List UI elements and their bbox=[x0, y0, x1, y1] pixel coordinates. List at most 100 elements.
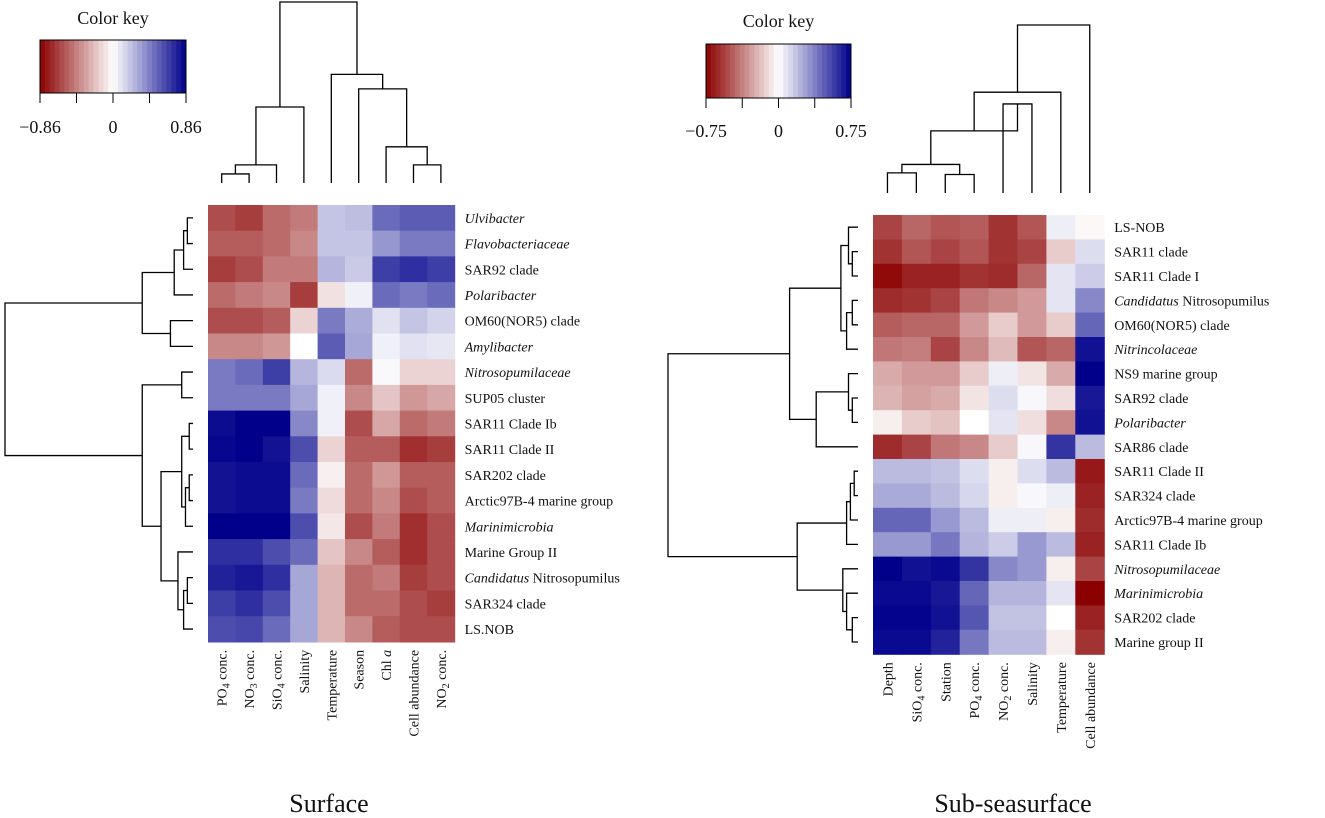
heatmap-cell bbox=[873, 239, 903, 265]
heatmap-cell bbox=[901, 361, 932, 387]
heatmap-cell bbox=[427, 410, 456, 437]
heatmap-cell bbox=[372, 410, 401, 437]
column-label: SiO4 conc. bbox=[910, 662, 927, 722]
heatmap-cell bbox=[959, 337, 990, 362]
heatmap-cell bbox=[262, 436, 291, 463]
heatmap-cell bbox=[1017, 629, 1047, 655]
heatmap-cell bbox=[427, 564, 456, 592]
color-key-swatch bbox=[841, 44, 847, 98]
row-dendrogram-branch bbox=[788, 287, 841, 420]
heatmap-cell bbox=[317, 307, 346, 335]
heatmap-cell bbox=[317, 462, 346, 489]
heatmap-cell bbox=[959, 434, 990, 460]
heatmap-cell bbox=[873, 337, 903, 362]
heatmap-cell bbox=[1046, 410, 1076, 436]
color-key: Color key −0.75 0 0.75 bbox=[685, 11, 867, 141]
heatmap-cell bbox=[290, 462, 319, 489]
heatmap-cell bbox=[399, 307, 428, 335]
heatmap-cell bbox=[345, 590, 373, 617]
row-label: SAR92 clade bbox=[465, 263, 539, 278]
heatmap-cell bbox=[901, 239, 932, 265]
column-label: SiO4 conc. bbox=[271, 650, 288, 710]
heatmap-cell bbox=[427, 384, 456, 412]
heatmap-cell bbox=[1046, 263, 1076, 289]
heatmap-cell bbox=[399, 384, 428, 412]
color-key-swatch bbox=[166, 40, 172, 93]
heatmap-cell bbox=[208, 307, 236, 335]
heatmap-cell bbox=[901, 215, 932, 240]
heatmap-cell bbox=[427, 436, 456, 463]
row-dendrogram-branch bbox=[188, 474, 193, 502]
row-dendrogram-branch bbox=[796, 522, 847, 591]
heatmap-cell bbox=[345, 205, 373, 232]
column-label: Station bbox=[939, 662, 954, 702]
color-key-swatch bbox=[778, 44, 784, 98]
color-key-swatch bbox=[78, 40, 85, 93]
color-key-swatch bbox=[754, 44, 760, 98]
heatmap-cell bbox=[930, 337, 961, 362]
row-dendrogram-branch bbox=[141, 384, 182, 527]
heatmap-cell bbox=[399, 230, 428, 257]
heatmap-cell bbox=[959, 459, 990, 484]
heatmap-cell bbox=[290, 513, 319, 540]
color-key-swatch bbox=[93, 40, 99, 93]
heatmap-cell bbox=[290, 230, 319, 257]
heatmap-cell bbox=[930, 263, 961, 289]
heatmap-cell bbox=[290, 205, 319, 232]
heatmap-cell bbox=[345, 436, 373, 463]
color-key-swatch bbox=[83, 40, 90, 93]
row-dendrogram-branch bbox=[853, 470, 858, 497]
color-key-swatch bbox=[49, 40, 56, 93]
color-key: Color key −0.86 0 0.86 bbox=[19, 8, 202, 137]
color-key-swatch bbox=[103, 40, 109, 93]
heatmap-cell bbox=[208, 333, 236, 360]
heatmap-cell bbox=[988, 459, 1019, 484]
row-labels: LS-NOB SAR11 clade SAR11 Clade I Candidatus… bbox=[1113, 221, 1269, 651]
row-label: SAR202 clade bbox=[1114, 612, 1195, 627]
heatmap-cell bbox=[345, 487, 373, 514]
heatmap-cell bbox=[1017, 288, 1047, 314]
color-key-swatch bbox=[749, 44, 755, 98]
row-label: SAR11 clade bbox=[1114, 246, 1188, 261]
heatmap-cell bbox=[901, 337, 932, 362]
color-key-swatch bbox=[826, 44, 833, 98]
column-label: NO2 conc. bbox=[997, 662, 1014, 721]
column-dendrogram bbox=[221, 1, 442, 183]
color-key-tick-label: 0 bbox=[109, 117, 118, 137]
heatmap-cell bbox=[873, 410, 903, 436]
column-label: Cell abundance bbox=[1084, 662, 1099, 749]
column-dendrogram-branch bbox=[886, 172, 917, 193]
color-key-swatch bbox=[846, 44, 852, 98]
heatmap-cell bbox=[1017, 581, 1047, 606]
row-label: SAR202 clade bbox=[465, 469, 546, 484]
column-label: Salinity bbox=[298, 650, 313, 694]
heatmap-cell bbox=[290, 487, 319, 514]
row-label: Ulvibacter bbox=[465, 212, 525, 227]
color-key-swatch bbox=[98, 40, 104, 93]
row-label: Candidatus Nitrosopumilus bbox=[465, 572, 620, 587]
heatmap-cell bbox=[1075, 385, 1105, 411]
heatmap-cell bbox=[1075, 507, 1105, 533]
row-label: Arctic97B-4 marine group bbox=[465, 495, 614, 510]
heatmap-cell bbox=[427, 590, 456, 617]
color-key-swatch bbox=[54, 40, 60, 93]
heatmap-cell bbox=[235, 590, 264, 617]
heatmap-cell bbox=[208, 487, 236, 514]
heatmap-cell bbox=[959, 239, 990, 265]
heatmap-cell bbox=[959, 483, 990, 509]
color-key-tick-label: 0.75 bbox=[835, 121, 867, 141]
heatmap-cell bbox=[235, 256, 264, 283]
row-dendrogram-branch bbox=[181, 371, 193, 399]
heatmap-cell bbox=[208, 462, 236, 489]
heatmap-cell bbox=[235, 513, 264, 540]
heatmap-cell bbox=[208, 590, 236, 617]
heatmap-cell bbox=[930, 556, 961, 582]
heatmap-cell bbox=[290, 359, 319, 386]
heatmap-cell bbox=[208, 230, 236, 257]
row-labels: Ulvibacter Flavobacteriaceae SAR92 clade Po… bbox=[464, 212, 620, 638]
heatmap-cell bbox=[399, 359, 428, 386]
color-key-swatch bbox=[730, 44, 736, 98]
row-dendrogram-branch bbox=[667, 353, 798, 558]
color-key-swatch bbox=[812, 44, 818, 98]
